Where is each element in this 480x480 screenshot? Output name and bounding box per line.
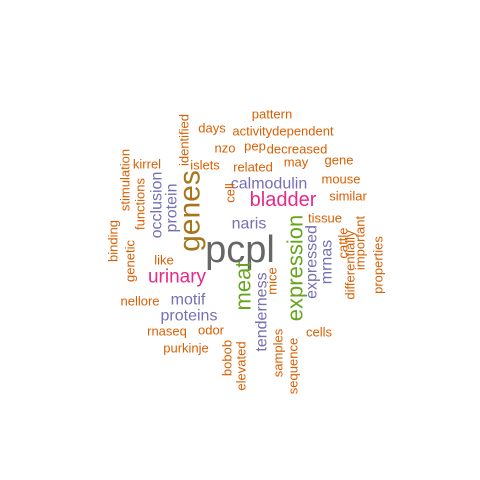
word-pcpl: pcpl (205, 229, 275, 271)
word-properties: properties (371, 236, 386, 294)
word-kirrel: kirrel (133, 157, 161, 172)
word-proteins: proteins (161, 308, 218, 325)
word-mouse: mouse (321, 172, 360, 187)
word-protein: protein (164, 184, 181, 233)
word-expressed: expressed (304, 225, 321, 299)
word-bobob: bobob (220, 340, 235, 376)
word-nzo: nzo (215, 141, 236, 156)
word-related: related (233, 160, 273, 175)
word-expression: expression (283, 215, 308, 321)
word-important: important (353, 216, 368, 271)
word-pep: pep (244, 139, 266, 154)
word-bladder: bladder (250, 189, 317, 211)
word-cell: cell (223, 183, 238, 203)
word-islets: islets (190, 158, 220, 173)
word-meat: meat (231, 262, 256, 311)
word-days: days (198, 121, 226, 136)
word-mice: mice (265, 267, 280, 294)
word-naris: naris (232, 216, 267, 233)
word-genetic: genetic (123, 240, 138, 282)
word-calmodulin: calmodulin (231, 176, 307, 193)
word-cells: cells (306, 325, 333, 340)
word-samples: samples (271, 328, 286, 377)
word-identified: identified (177, 114, 192, 166)
word-differentially: differentially (343, 230, 358, 300)
word-decreased: decreased (267, 142, 328, 157)
word-odor: odor (198, 323, 225, 338)
word-mrnas: mrnas (319, 240, 336, 284)
word-urinary: urinary (148, 267, 207, 288)
word-similar: similar (329, 189, 367, 204)
word-may: may (284, 155, 309, 170)
word-pattern: pattern (252, 107, 292, 122)
word-rnaseq: rnaseq (147, 324, 187, 339)
word-occlusion: occlusion (149, 172, 166, 239)
word-motif: motif (171, 292, 206, 309)
word-nellore: nellore (120, 294, 159, 309)
word-functions: functions (133, 177, 148, 230)
word-sequence: sequence (286, 338, 301, 394)
word-elevated: elevated (234, 341, 249, 390)
word-tenderness: tenderness (254, 272, 271, 351)
word-cattle: cattle (336, 227, 351, 258)
word-stimulation: stimulation (118, 149, 133, 211)
word-binding: binding (106, 220, 121, 262)
word-tissue: tissue (308, 211, 342, 226)
word-purkinje: purkinje (163, 341, 209, 356)
word-gene: gene (325, 153, 354, 168)
word-genes: genes (174, 170, 207, 252)
word-activitydependent: activitydependent (232, 124, 334, 139)
word-like: like (154, 253, 174, 268)
